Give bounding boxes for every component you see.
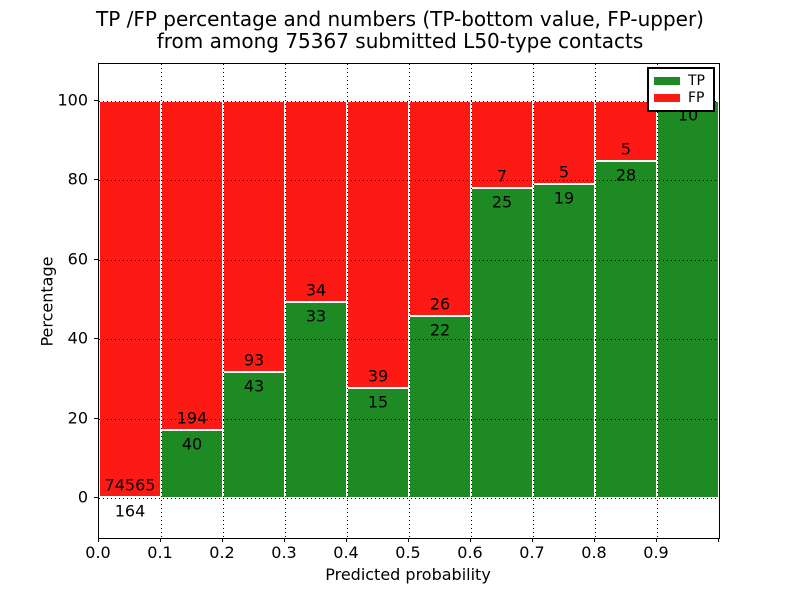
x-tick-label: 0.7 (519, 543, 545, 562)
fp-bar-segment (409, 101, 471, 316)
x-tick-label: 0.1 (147, 543, 173, 562)
y-tick-mark (94, 179, 98, 181)
x-tick-mark (346, 538, 347, 542)
y-tick-label: 100 (57, 90, 88, 110)
tp-count-label: 15 (367, 392, 389, 412)
fp-bar-segment (533, 101, 595, 184)
y-tick-label: 60 (67, 249, 88, 269)
legend-entry-tp: TP (654, 74, 708, 88)
y-tick-label: 20 (67, 408, 88, 428)
x-gridline (471, 64, 472, 538)
x-tick-label: 0.6 (457, 543, 483, 562)
tp-count-label: 19 (553, 188, 575, 208)
fp-count-label: 194 (176, 408, 208, 428)
y-tick-mark (94, 338, 98, 340)
x-gridline (285, 64, 286, 538)
x-tick-mark (408, 538, 409, 542)
tp-bar-segment (285, 302, 347, 499)
x-tick-mark (160, 538, 161, 542)
tp-bar-segment (595, 161, 657, 499)
x-gridline (223, 64, 224, 538)
tp-count-label: 164 (114, 501, 146, 521)
x-tick-label: 0.5 (395, 543, 421, 562)
x-gridline (409, 64, 410, 538)
x-tick-mark (656, 538, 657, 542)
fp-count-label: 7 (496, 166, 508, 186)
chart-title: TP /FP percentage and numbers (TP-bottom… (0, 8, 800, 52)
tp-count-label: 28 (615, 165, 637, 185)
x-tick-mark (594, 538, 595, 542)
x-tick-mark (718, 538, 719, 542)
y-tick-mark (94, 100, 98, 101)
fp-count-label: 5 (620, 139, 632, 159)
x-gridline (595, 64, 596, 538)
tp-count-label: 33 (305, 306, 327, 326)
fp-bar-segment (99, 101, 161, 497)
x-tick-mark (284, 538, 285, 542)
x-tick-label: 0.2 (209, 543, 235, 562)
x-tick-label: 0.0 (85, 543, 111, 562)
fp-count-label: 39 (367, 366, 389, 386)
x-tick-label: 0.4 (333, 543, 359, 562)
fp-count-label: 26 (429, 294, 451, 314)
tp-count-label: 25 (491, 192, 513, 212)
y-tick-mark (94, 258, 98, 260)
tp-bar-segment (471, 187, 533, 498)
tp-count-label: 43 (243, 376, 265, 396)
x-tick-label: 0.8 (581, 543, 607, 562)
fp-bar-segment (471, 101, 533, 188)
fp-color-swatch (654, 94, 680, 102)
y-tick-label: 80 (67, 169, 88, 189)
tp-count-label: 22 (429, 320, 451, 340)
plot-area: 7456516419440934334333915262272551952801… (98, 63, 720, 539)
legend-label-fp: FP (688, 90, 705, 106)
tp-count-label: 40 (181, 434, 203, 454)
tp-bar-segment (409, 316, 471, 499)
tp-bar-segment (347, 387, 409, 498)
x-gridline (347, 64, 348, 538)
fp-bar-segment (161, 101, 223, 430)
y-tick-mark (94, 497, 98, 498)
y-tick-mark (94, 417, 98, 419)
legend: TP FP (647, 67, 715, 112)
x-tick-mark (470, 538, 471, 542)
tp-bar-segment (657, 101, 719, 498)
x-gridline (161, 64, 162, 538)
y-tick-label: 0 (77, 487, 88, 507)
tp-bar-segment (533, 183, 595, 498)
chart-title-line2: from among 75367 submitted L50-type cont… (156, 29, 644, 53)
x-tick-mark (222, 538, 223, 542)
fp-count-label: 93 (243, 350, 265, 370)
x-axis-label: Predicted probability (325, 565, 491, 584)
x-tick-label: 0.9 (643, 543, 669, 562)
tp-color-swatch (654, 77, 680, 85)
fp-bar-segment (223, 101, 285, 372)
legend-entry-fp: FP (654, 91, 708, 105)
fp-bar-segment (285, 101, 347, 302)
x-tick-mark (532, 538, 533, 542)
fp-count-label: 34 (305, 280, 327, 300)
y-axis-label: Percentage (37, 256, 57, 347)
fp-bar-segment (347, 101, 409, 388)
tp-bar-segment (223, 372, 285, 499)
legend-label-tp: TP (688, 73, 705, 89)
x-gridline (657, 64, 658, 538)
x-tick-label: 0.3 (271, 543, 297, 562)
fp-count-label: 5 (558, 162, 570, 182)
fp-bar-segment (595, 101, 657, 161)
x-tick-mark (98, 538, 99, 542)
chart-title-line1: TP /FP percentage and numbers (TP-bottom… (96, 7, 704, 31)
x-gridline (533, 64, 534, 538)
fp-count-label: 74565 (104, 475, 156, 495)
y-tick-label: 40 (67, 328, 88, 348)
